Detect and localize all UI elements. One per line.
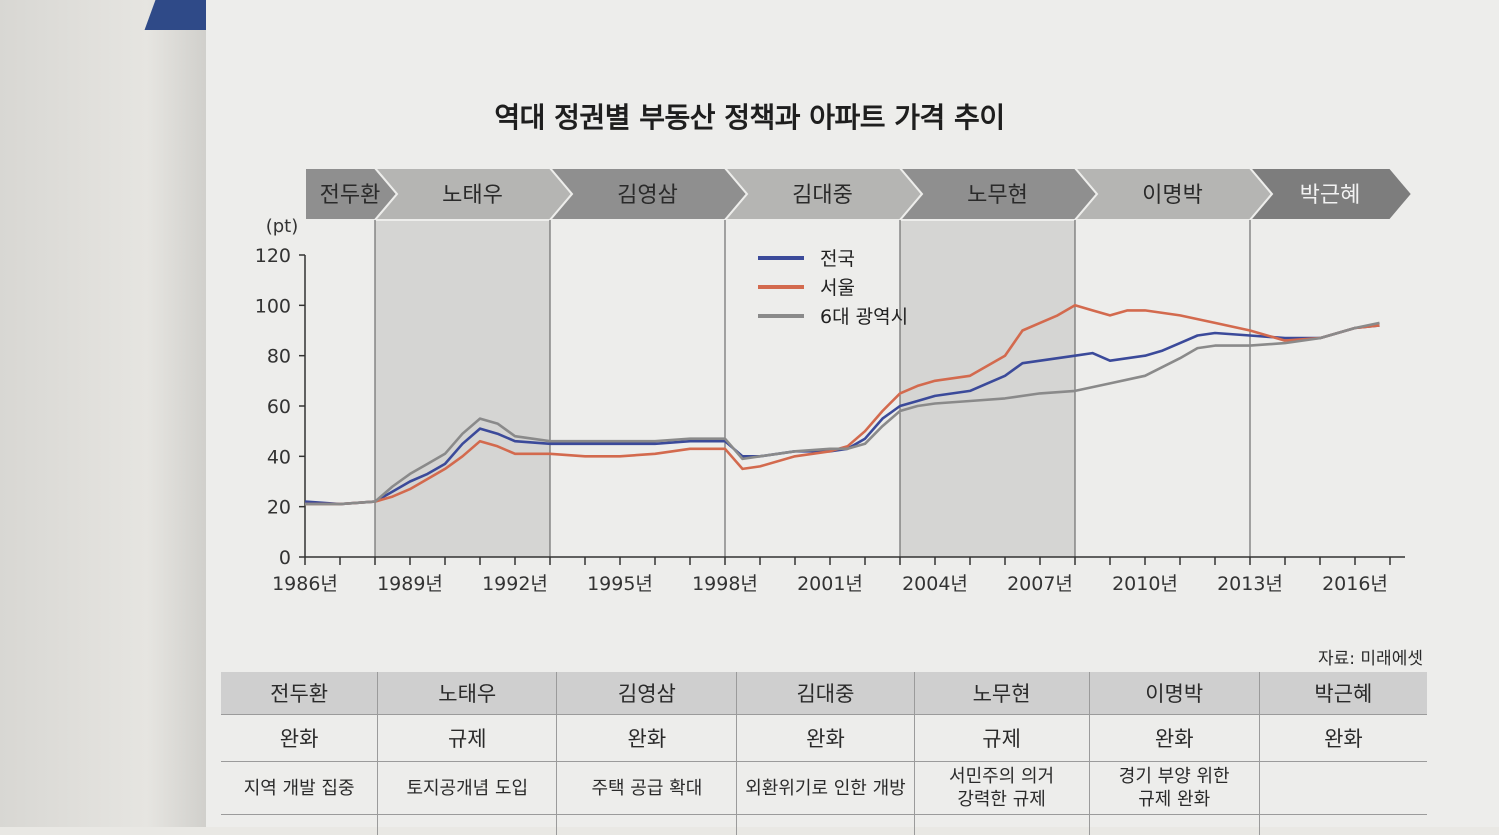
source-note: 자료: 미래에셋 xyxy=(1318,644,1423,669)
table-description-cell-2: 주택 공급 확대 xyxy=(557,762,737,815)
table-description-cell-3: 외환위기로 인한 개방 xyxy=(737,762,914,815)
y-tick-label-1: 20 xyxy=(267,497,291,519)
era-label-3: 김대중 xyxy=(792,183,853,208)
era-label-2: 김영삼 xyxy=(617,183,678,208)
table-government-cell-6: 박근혜 xyxy=(1259,672,1427,715)
y-axis-unit: (pt) xyxy=(266,216,299,237)
table-stance-cell-3: 완화 xyxy=(737,715,914,762)
table-government-cell-0: 전두환 xyxy=(221,672,378,715)
y-tick-label-4: 80 xyxy=(267,346,291,368)
x-tick-label-7: 2007년 xyxy=(1007,573,1073,595)
table-stance-cell-4: 규제 xyxy=(914,715,1089,762)
x-tick-label-8: 2010년 xyxy=(1112,573,1178,595)
y-tick-label-6: 120 xyxy=(255,245,291,267)
x-tick-label-6: 2004년 xyxy=(902,573,968,595)
y-tick-label-2: 40 xyxy=(267,446,291,468)
table-next-cell-5 xyxy=(1089,815,1259,835)
era-label-5: 이명박 xyxy=(1142,183,1203,208)
table-description-cell-4: 서민주의 의거 강력한 규제 xyxy=(914,762,1089,815)
x-tick-label-4: 1998년 xyxy=(692,573,758,595)
table-stance-cell-5: 완화 xyxy=(1089,715,1259,762)
table-stance-cell-2: 완화 xyxy=(557,715,737,762)
era-label-0: 전두환 xyxy=(320,183,381,208)
table-stance-cell-0: 완화 xyxy=(221,715,378,762)
legend-label-1: 서울 xyxy=(820,277,855,299)
table-stance-cell-6: 완화 xyxy=(1259,715,1427,762)
table-next-cell-2 xyxy=(557,815,737,835)
era-label-6: 박근혜 xyxy=(1300,183,1361,208)
x-tick-label-3: 1995년 xyxy=(587,573,653,595)
legend-label-0: 전국 xyxy=(820,248,855,270)
legend-label-2: 6대 광역시 xyxy=(820,306,908,328)
era-band-1 xyxy=(375,220,550,557)
x-tick-label-1: 1989년 xyxy=(377,573,443,595)
table-government-cell-5: 이명박 xyxy=(1089,672,1259,715)
table-next-cell-0 xyxy=(221,815,378,835)
table-stance-cell-1: 규제 xyxy=(378,715,557,762)
y-tick-label-0: 0 xyxy=(279,547,291,569)
table-description-cell-5: 경기 부양 위한 규제 완화 xyxy=(1089,762,1259,815)
x-tick-label-0: 1986년 xyxy=(272,573,338,595)
table-description-cell-6 xyxy=(1259,762,1427,815)
y-tick-label-5: 100 xyxy=(255,295,291,317)
x-tick-label-2: 1992년 xyxy=(482,573,548,595)
x-tick-label-5: 2001년 xyxy=(797,573,863,595)
table-next-row xyxy=(221,815,1427,835)
table-government-cell-4: 노무현 xyxy=(914,672,1089,715)
era-label-1: 노태우 xyxy=(442,183,503,208)
table-next-cell-1 xyxy=(378,815,557,835)
table-government-cell-3: 김대중 xyxy=(737,672,914,715)
table-government-cell-2: 김영삼 xyxy=(557,672,737,715)
x-tick-label-9: 2013년 xyxy=(1217,573,1283,595)
table-next-cell-3 xyxy=(737,815,914,835)
table-government-cell-1: 노태우 xyxy=(378,672,557,715)
era-band-4 xyxy=(900,220,1075,557)
era-label-4: 노무현 xyxy=(967,183,1028,208)
table-next-cell-4 xyxy=(914,815,1089,835)
table-description-cell-1: 토지공개념 도입 xyxy=(378,762,557,815)
y-tick-label-3: 60 xyxy=(267,396,291,418)
table-description-cell-0: 지역 개발 집중 xyxy=(221,762,378,815)
era-arrow-header: 전두환 노태우 김영삼 김대중 노무현 이명박 박근혜 xyxy=(305,168,1412,220)
table-next-cell-6 xyxy=(1259,815,1427,835)
x-tick-label-10: 2016년 xyxy=(1322,573,1388,595)
